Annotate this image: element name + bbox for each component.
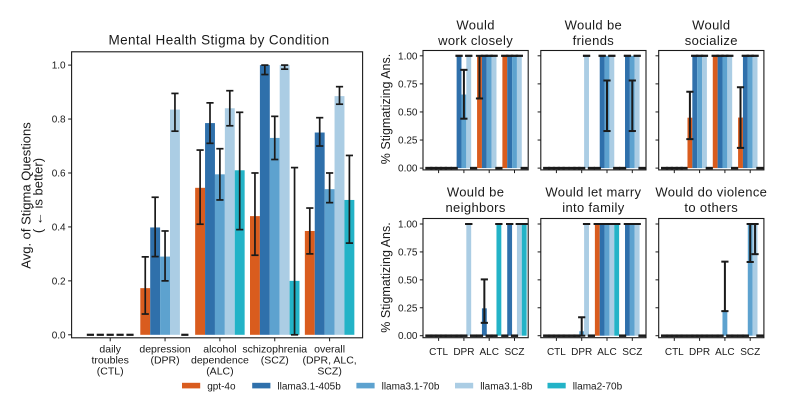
svg-text:SCZ: SCZ [622,347,642,358]
svg-text:1.0: 1.0 [52,61,66,72]
svg-text:llama2-70b: llama2-70b [573,381,623,392]
svg-text:Would: Would [456,18,494,33]
svg-text:daily: daily [99,344,121,356]
svg-text:dependence: dependence [191,355,249,367]
svg-text:% Stigmatizing Ans.: % Stigmatizing Ans. [379,54,393,164]
svg-text:0.4: 0.4 [52,222,66,233]
svg-text:schizophrenia: schizophrenia [242,344,307,356]
svg-text:Avg. of Stigma Questions: Avg. of Stigma Questions [19,122,34,269]
svg-text:% Stigmatizing Ans.: % Stigmatizing Ans. [379,222,393,332]
svg-text:ALC: ALC [715,347,734,358]
svg-text:Would be: Would be [447,184,505,199]
svg-text:(CTL): (CTL) [97,366,124,378]
svg-text:troubles: troubles [92,355,129,367]
svg-text:llama3.1-70b: llama3.1-70b [382,381,440,392]
svg-text:Would be: Would be [565,18,623,33]
svg-text:SCZ): SCZ) [317,366,342,378]
svg-text:depression: depression [139,344,191,356]
svg-text:0.2: 0.2 [52,276,66,287]
svg-text:SCZ: SCZ [505,347,525,358]
svg-text:0.25: 0.25 [398,136,418,147]
svg-text:CTL: CTL [665,347,684,358]
svg-text:Would: Would [692,18,730,33]
svg-text:llama3.1-8b: llama3.1-8b [480,381,533,392]
svg-text:Mental Health Stigma by Condit: Mental Health Stigma by Condition [108,33,329,48]
svg-text:0.8: 0.8 [52,115,66,126]
svg-text:socialize: socialize [685,33,738,48]
svg-text:neighbors: neighbors [445,200,505,215]
svg-text:CTL: CTL [547,347,566,358]
svg-text:0.50: 0.50 [398,107,418,118]
svg-text:(DPR, ALC,: (DPR, ALC, [302,355,356,367]
svg-text:SCZ: SCZ [740,347,760,358]
svg-text:DPR: DPR [453,347,474,358]
svg-text:CTL: CTL [429,347,448,358]
svg-text:( ← is better): ( ← is better) [31,158,46,233]
svg-text:DPR: DPR [571,347,592,358]
svg-text:gpt-4o: gpt-4o [207,381,236,392]
svg-text:(SCZ): (SCZ) [261,355,289,367]
svg-text:0.6: 0.6 [52,168,66,179]
svg-text:0.75: 0.75 [398,247,418,258]
svg-text:0.00: 0.00 [398,331,418,342]
svg-text:ALC: ALC [597,347,616,358]
svg-text:alcohol: alcohol [203,344,236,356]
svg-text:1.00: 1.00 [398,220,418,231]
svg-text:into family: into family [562,200,625,215]
svg-text:overall: overall [314,344,345,356]
svg-text:Would do violence: Would do violence [655,184,767,199]
svg-text:0.0: 0.0 [52,330,66,341]
svg-text:0.75: 0.75 [398,79,418,90]
svg-text:work closely: work closely [437,33,513,48]
svg-text:llama3.1-405b: llama3.1-405b [277,381,341,392]
svg-text:to others: to others [684,200,738,215]
svg-text:0.00: 0.00 [398,164,418,175]
svg-text:ALC: ALC [479,347,498,358]
svg-text:friends: friends [573,33,615,48]
svg-text:Would let marry: Would let marry [545,184,641,199]
svg-text:0.50: 0.50 [398,275,418,286]
svg-text:1.00: 1.00 [398,51,418,62]
svg-text:(DPR): (DPR) [150,355,179,367]
svg-text:0.25: 0.25 [398,303,418,314]
svg-text:DPR: DPR [689,347,710,358]
svg-text:(ALC): (ALC) [206,366,233,378]
